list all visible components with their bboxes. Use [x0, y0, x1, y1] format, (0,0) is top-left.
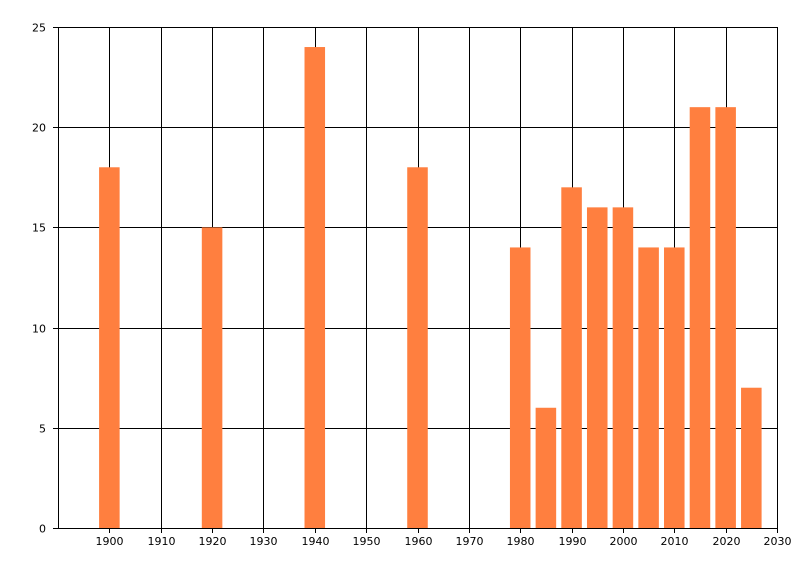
- bar: [99, 167, 120, 528]
- y-tick-label: 0: [39, 523, 46, 536]
- bar: [535, 407, 557, 528]
- x-tick-label: 1960: [405, 535, 433, 548]
- y-tick-label: 15: [32, 222, 46, 235]
- x-tick-label: 1910: [148, 535, 176, 548]
- y-tick-label: 20: [32, 122, 46, 135]
- x-tick-label: 1980: [507, 535, 535, 548]
- bar: [586, 207, 608, 529]
- bar: [689, 107, 711, 528]
- x-tick-label: 2030: [764, 535, 792, 548]
- x-tick-label: 1920: [199, 535, 227, 548]
- bar: [407, 167, 428, 528]
- x-tick-label: 2010: [661, 535, 689, 548]
- x-tick-label: 1970: [456, 535, 484, 548]
- x-tick-label: 2020: [713, 535, 741, 548]
- x-tick-label: 2000: [610, 535, 638, 548]
- x-tick-label: 1990: [559, 535, 587, 548]
- x-tick-label: 1940: [302, 535, 330, 548]
- x-tick-label: 1950: [353, 535, 381, 548]
- bar: [741, 387, 762, 528]
- x-tick-label: 1930: [250, 535, 278, 548]
- bars: [99, 47, 762, 529]
- bar: [201, 227, 223, 528]
- y-tick-labels: 0 5 10 15 20 25: [32, 22, 46, 536]
- bar: [664, 247, 685, 528]
- bar: [561, 187, 582, 528]
- y-tick-label: 10: [32, 323, 46, 336]
- bar: [304, 47, 326, 528]
- x-tick-label: 1900: [96, 535, 124, 548]
- bar: [715, 107, 736, 528]
- x-tick-labels: 1900 1910 1920 1930 1940 1950 1960 1970 1980 1990…: [96, 535, 792, 548]
- axes: [53, 27, 778, 533]
- bar: [638, 247, 659, 528]
- y-tick-label: 5: [39, 423, 46, 436]
- y-tick-label: 25: [32, 22, 46, 35]
- bar: [612, 207, 634, 529]
- bar: [509, 247, 531, 528]
